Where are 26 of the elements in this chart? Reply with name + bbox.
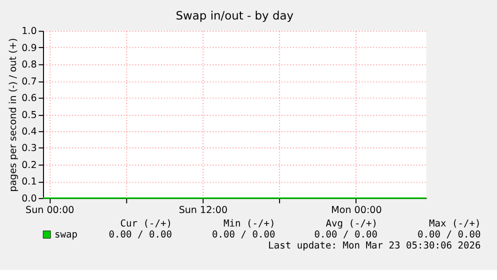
y-tick-label: 0.8 [22,60,37,71]
text: Min (-/+) [224,218,276,230]
chart-title: Swap in/out - by day [176,8,294,22]
y-tick-label: 0.5 [22,110,37,121]
y-tick-label: 1.0 [22,26,37,38]
text: 0.00 / 0.00 [314,229,378,240]
text: Avg (-/+) [326,218,378,230]
text: 0.00 / 0.00 [108,229,172,240]
y-tick-label: 0.6 [22,93,37,104]
y-tick-label: 0.1 [22,176,37,188]
text: 0.00 / 0.00 [418,229,481,240]
x-tick-label: Sun 00:00 [26,204,74,216]
y-tick-label: 0.3 [22,143,37,154]
y-axis-title: pages per second in (-) / out (+) [8,38,19,192]
x-tick-label: Sun 12:00 [178,204,228,216]
y-tick-label: 0.9 [22,42,37,54]
text: Last update: Mon Mar 23 05:30:06 2026 [268,240,481,252]
y-tick-label: 0.2 [22,160,37,171]
text: 0.00 / 0.00 [212,229,276,240]
y-tick-label: 0.7 [22,76,37,88]
x-tick-label: Mon 00:00 [331,204,382,216]
legend-label: swap [54,229,78,240]
text: Cur (-/+) [120,218,172,230]
y-tick-label: 0.0 [22,193,37,204]
y-tick-label: 0.4 [22,126,37,138]
text: Max (-/+) [429,218,481,230]
